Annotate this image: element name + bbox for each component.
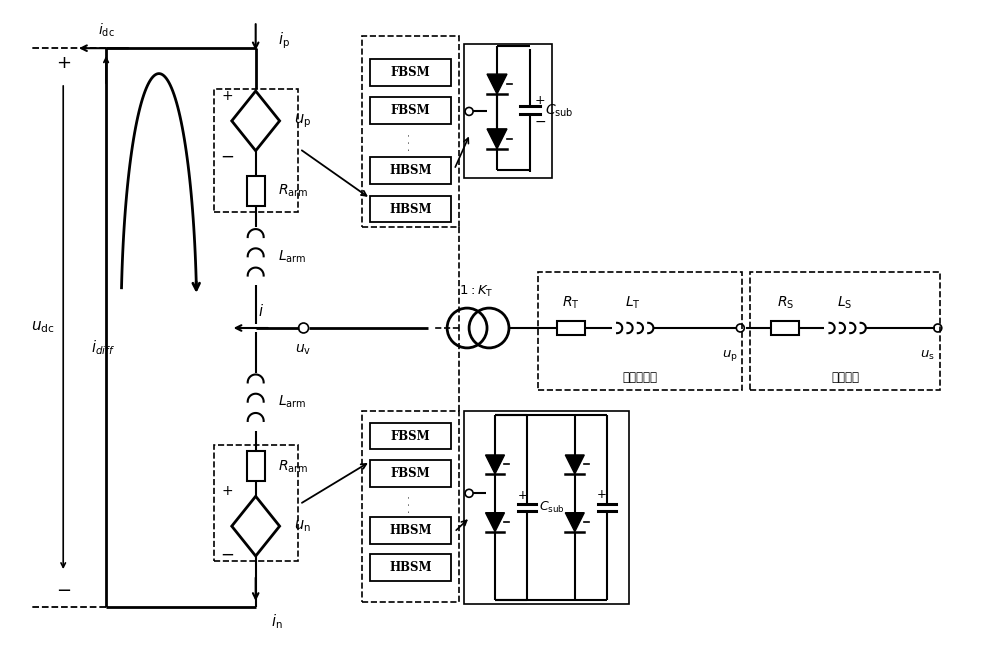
Polygon shape [565, 455, 584, 474]
Text: 交流系统: 交流系统 [831, 371, 859, 384]
Text: $u_{\rm p}$: $u_{\rm p}$ [294, 112, 311, 130]
Bar [362, 36, 459, 227]
Bar [370, 196, 451, 223]
Bar [362, 411, 459, 602]
Text: $-$: $-$ [220, 147, 234, 164]
Text: $L_{\rm arm}$: $L_{\rm arm}$ [278, 394, 306, 410]
Bar [464, 44, 552, 178]
Text: $+$: $+$ [221, 89, 233, 103]
Text: · · ·: · · · [405, 133, 415, 151]
Bar [750, 272, 940, 390]
Text: HBSM: HBSM [389, 524, 432, 537]
Polygon shape [486, 513, 504, 532]
Text: $i_{\rm n}$: $i_{\rm n}$ [271, 612, 282, 631]
Polygon shape [487, 74, 507, 94]
Text: $i_{\rm dc}$: $i_{\rm dc}$ [98, 22, 114, 39]
Text: $C_{\rm sub}$: $C_{\rm sub}$ [545, 102, 573, 119]
Text: $1:K_{\rm T}$: $1:K_{\rm T}$ [459, 284, 493, 299]
Text: $u_{\rm n}$: $u_{\rm n}$ [294, 518, 310, 534]
Text: FBSM: FBSM [391, 66, 431, 79]
Bar [370, 422, 451, 449]
Bar [557, 320, 585, 335]
Text: $+$: $+$ [517, 489, 527, 502]
Text: $u_{\rm dc}$: $u_{\rm dc}$ [31, 320, 55, 335]
Bar [214, 89, 298, 212]
Text: $+$: $+$ [56, 54, 71, 72]
Text: $u_{\rm p}$: $u_{\rm p}$ [722, 348, 738, 364]
Bar [370, 97, 451, 124]
Text: FBSM: FBSM [391, 104, 431, 117]
Text: $u_{\rm s}$: $u_{\rm s}$ [920, 349, 935, 362]
Bar [370, 460, 451, 487]
Polygon shape [486, 455, 504, 474]
Text: $L_{\rm T}$: $L_{\rm T}$ [625, 295, 640, 311]
Bar [464, 411, 629, 604]
Text: $-$: $-$ [534, 113, 546, 127]
Text: $L_{\rm arm}$: $L_{\rm arm}$ [278, 248, 306, 265]
Text: HBSM: HBSM [389, 561, 432, 574]
Bar [370, 554, 451, 581]
Text: $R_{\rm arm}$: $R_{\rm arm}$ [278, 458, 308, 475]
Bar [370, 157, 451, 183]
Text: $R_{\rm T}$: $R_{\rm T}$ [562, 295, 580, 311]
Text: $u_{\rm v}$: $u_{\rm v}$ [295, 343, 312, 357]
Text: $L_{\rm S}$: $L_{\rm S}$ [837, 295, 853, 311]
Text: $C_{\rm sub}$: $C_{\rm sub}$ [539, 500, 565, 515]
Text: $i_{\it diff}$: $i_{\it diff}$ [91, 338, 115, 357]
Text: $R_{\rm S}$: $R_{\rm S}$ [777, 295, 794, 311]
Text: $-$: $-$ [220, 545, 234, 563]
Text: $+$: $+$ [596, 488, 607, 501]
Bar [214, 445, 298, 561]
Text: $+$: $+$ [534, 94, 545, 107]
Bar [370, 59, 451, 86]
Text: HBSM: HBSM [389, 164, 432, 177]
Text: · · ·: · · · [405, 495, 415, 513]
Bar [538, 272, 742, 390]
Text: HBSM: HBSM [389, 202, 432, 215]
Text: $R_{\rm arm}$: $R_{\rm arm}$ [278, 182, 308, 198]
Bar [247, 451, 265, 481]
Text: $-$: $-$ [56, 580, 71, 598]
Text: 交流变压器: 交流变压器 [623, 371, 658, 384]
Polygon shape [487, 129, 507, 149]
Bar [370, 517, 451, 544]
Text: $+$: $+$ [221, 484, 233, 498]
Polygon shape [565, 513, 584, 532]
Text: FBSM: FBSM [391, 430, 431, 443]
Bar [771, 320, 799, 335]
Bar [247, 176, 265, 206]
Text: $i$: $i$ [258, 303, 264, 319]
Text: $i_{\rm p}$: $i_{\rm p}$ [278, 30, 290, 50]
Text: FBSM: FBSM [391, 468, 431, 480]
